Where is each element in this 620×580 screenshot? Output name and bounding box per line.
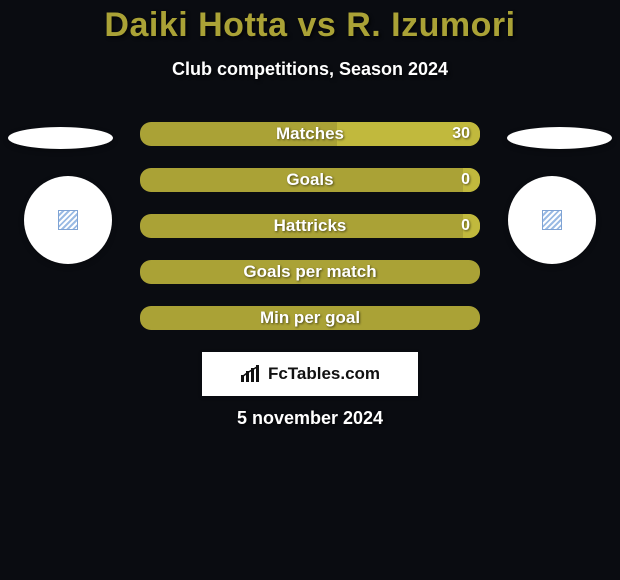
- bar-value-right: 0: [451, 214, 480, 238]
- stat-bar: Matches30: [140, 122, 480, 146]
- club-crest-right: [508, 176, 596, 264]
- club-strip-left: [8, 127, 113, 149]
- date-label: 5 november 2024: [0, 408, 620, 429]
- stat-bar: Min per goal: [140, 306, 480, 330]
- stat-bars: Matches30Goals0Hattricks0Goals per match…: [140, 122, 480, 330]
- stat-bar: Goals per match: [140, 260, 480, 284]
- bar-value-right: 0: [451, 168, 480, 192]
- page-title: Daiki Hotta vs R. Izumori: [0, 0, 620, 45]
- crest-icon: [58, 210, 78, 230]
- bar-label: Hattricks: [140, 214, 480, 238]
- bar-value-right: 30: [442, 122, 480, 146]
- stat-bar: Hattricks0: [140, 214, 480, 238]
- club-strip-right: [507, 127, 612, 149]
- chart-icon: [240, 365, 262, 383]
- subtitle: Club competitions, Season 2024: [0, 59, 620, 80]
- source-banner: FcTables.com: [202, 352, 418, 396]
- bar-label: Goals per match: [140, 260, 480, 284]
- crest-icon: [542, 210, 562, 230]
- bar-label: Matches: [140, 122, 480, 146]
- bar-label: Min per goal: [140, 306, 480, 330]
- club-crest-left: [24, 176, 112, 264]
- stat-bar: Goals0: [140, 168, 480, 192]
- bar-label: Goals: [140, 168, 480, 192]
- source-label: FcTables.com: [268, 364, 380, 384]
